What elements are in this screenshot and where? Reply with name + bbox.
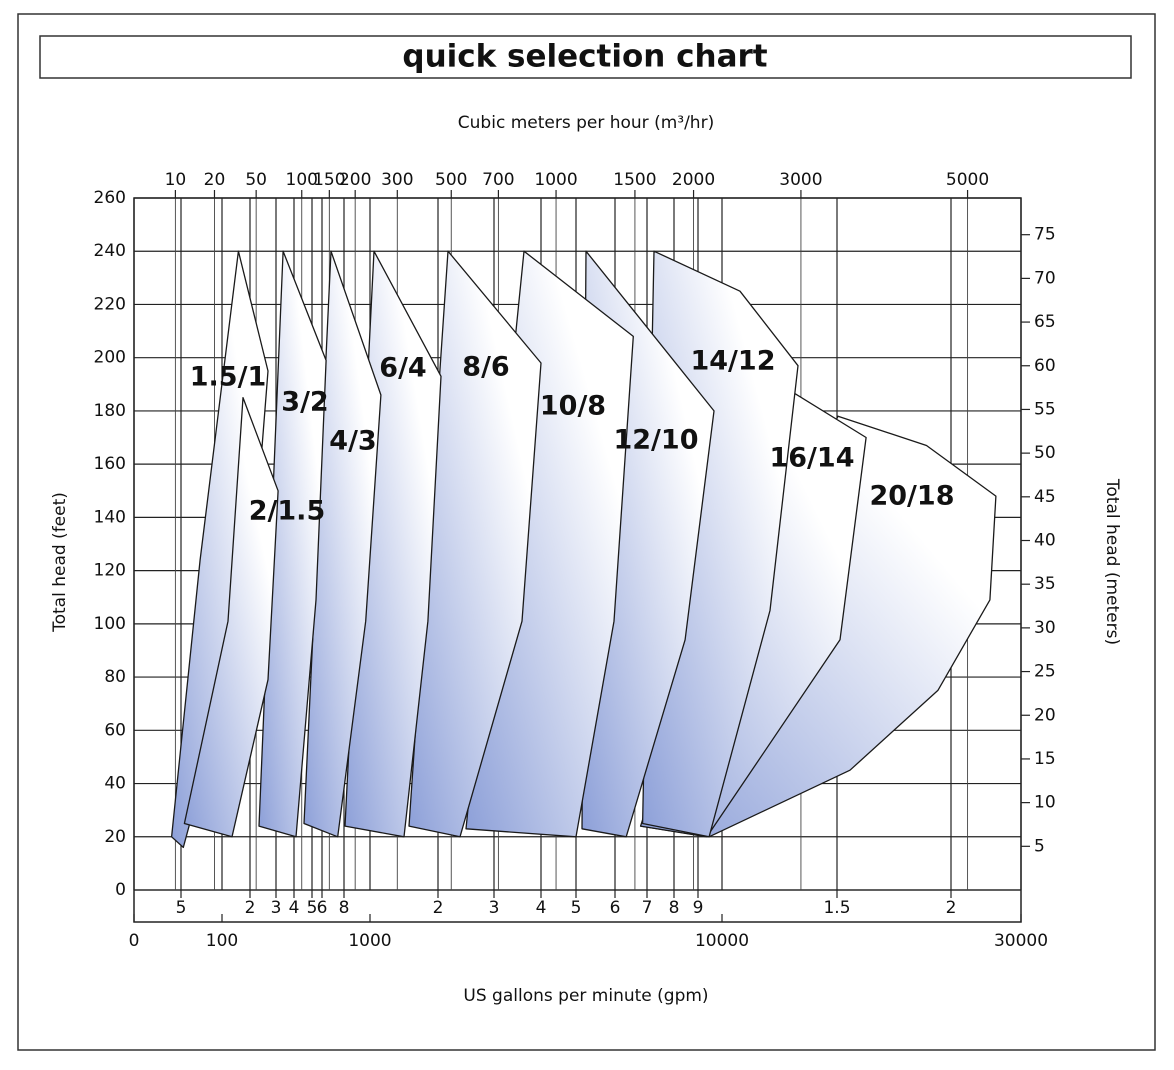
y2-tick-label: 20 xyxy=(1034,705,1056,725)
x2-tick-label: 5000 xyxy=(946,170,989,190)
x2-tick-label: 200 xyxy=(339,170,371,190)
y2-tick-label: 5 xyxy=(1034,836,1045,856)
x-tick-label: 3 xyxy=(489,898,500,918)
y-tick-label: 160 xyxy=(94,454,126,474)
title-box xyxy=(39,35,1132,79)
y-tick-label: 60 xyxy=(104,720,126,740)
region-label: 14/12 xyxy=(690,346,775,377)
x2-tick-label: 700 xyxy=(482,170,514,190)
x-tick-label: 3 xyxy=(271,898,282,918)
x-tick-label: 5 xyxy=(307,898,318,918)
y2-tick-label: 15 xyxy=(1034,749,1056,769)
x-axis-title: US gallons per minute (gpm) xyxy=(463,986,708,1006)
y2-tick-label: 35 xyxy=(1034,574,1056,594)
x2-tick-label: 2000 xyxy=(672,170,715,190)
plot-frame xyxy=(133,197,1022,923)
y-tick-label: 200 xyxy=(94,348,126,368)
region-label: 4/3 xyxy=(329,426,376,457)
x-tick-label: 9 xyxy=(693,898,704,918)
region-label: 3/2 xyxy=(281,387,328,418)
y2-tick-label: 40 xyxy=(1034,531,1056,551)
x2-tick-label: 100 xyxy=(286,170,318,190)
x2-tick-label: 3000 xyxy=(779,170,822,190)
pump-region xyxy=(303,250,382,838)
y-tick-label: 20 xyxy=(104,827,126,847)
regions xyxy=(170,250,997,849)
region-label: 12/10 xyxy=(613,425,698,456)
y2-tick-label: 25 xyxy=(1034,662,1056,682)
x-tick-label: 2 xyxy=(245,898,256,918)
region-label: 2/1.5 xyxy=(249,496,325,527)
region-label: 6/4 xyxy=(379,353,426,384)
x-tick-label: 2 xyxy=(433,898,444,918)
region-label: 20/18 xyxy=(869,481,954,512)
x-tick-label: 7 xyxy=(642,898,653,918)
y-tick-label: 120 xyxy=(94,561,126,581)
y-tick-label: 140 xyxy=(94,507,126,527)
x-tick-label: 2 xyxy=(946,898,957,918)
x-tick-label: 0 xyxy=(129,931,140,951)
y2-tick-label: 45 xyxy=(1034,487,1056,507)
region-label: 10/8 xyxy=(540,391,606,422)
x-tick-label: 30000 xyxy=(994,931,1048,951)
pump-region xyxy=(258,250,327,838)
x-tick-label: 4 xyxy=(536,898,547,918)
x-tick-label: 8 xyxy=(339,898,350,918)
y-tick-label: 240 xyxy=(94,241,126,261)
y2-tick-label: 50 xyxy=(1034,443,1056,463)
x2-tick-label: 150 xyxy=(313,170,345,190)
x2-tick-label: 1000 xyxy=(534,170,577,190)
x-tick-label: 5 xyxy=(571,898,582,918)
y2-tick-label: 65 xyxy=(1034,312,1056,332)
y2-tick-label: 70 xyxy=(1034,268,1056,288)
region-label: 16/14 xyxy=(769,443,854,474)
y-tick-label: 100 xyxy=(94,614,126,634)
x2-tick-label: 10 xyxy=(165,170,187,190)
chart-title: quick selection chart xyxy=(402,39,767,75)
x-tick-label: 100 xyxy=(206,931,238,951)
x2-tick-label: 500 xyxy=(435,170,467,190)
x-tick-label: 10000 xyxy=(695,931,749,951)
region-label: 1.5/1 xyxy=(190,362,266,393)
x2-axis-title: Cubic meters per hour (m³/hr) xyxy=(458,113,714,133)
y2-tick-label: 30 xyxy=(1034,618,1056,638)
y2-tick-label: 55 xyxy=(1034,399,1056,419)
x2-tick-label: 50 xyxy=(245,170,267,190)
x-tick-label: 6 xyxy=(610,898,621,918)
x-tick-label: 1.5 xyxy=(823,898,850,918)
y-tick-label: 260 xyxy=(94,188,126,208)
x-tick-label: 8 xyxy=(669,898,680,918)
y2-tick-label: 10 xyxy=(1034,793,1056,813)
x-tick-label: 1000 xyxy=(348,931,391,951)
y-tick-label: 80 xyxy=(104,667,126,687)
y-tick-label: 40 xyxy=(104,774,126,794)
y-axis-title: Total head (feet) xyxy=(50,492,70,633)
y2-tick-label: 60 xyxy=(1034,356,1056,376)
x-tick-label: 5 xyxy=(176,898,187,918)
y-tick-label: 0 xyxy=(115,880,126,900)
x-tick-label: 6 xyxy=(317,898,328,918)
region-label: 8/6 xyxy=(462,352,509,383)
y-tick-label: 220 xyxy=(94,294,126,314)
y2-tick-label: 75 xyxy=(1034,225,1056,245)
y2-axis-title: Total head (meters) xyxy=(1102,478,1122,645)
pump-region xyxy=(183,396,279,838)
outer-frame xyxy=(17,13,1156,1051)
x2-tick-label: 20 xyxy=(204,170,226,190)
x-tick-label: 4 xyxy=(289,898,300,918)
x2-tick-label: 1500 xyxy=(613,170,656,190)
x2-tick-label: 300 xyxy=(381,170,413,190)
y-tick-label: 180 xyxy=(94,401,126,421)
